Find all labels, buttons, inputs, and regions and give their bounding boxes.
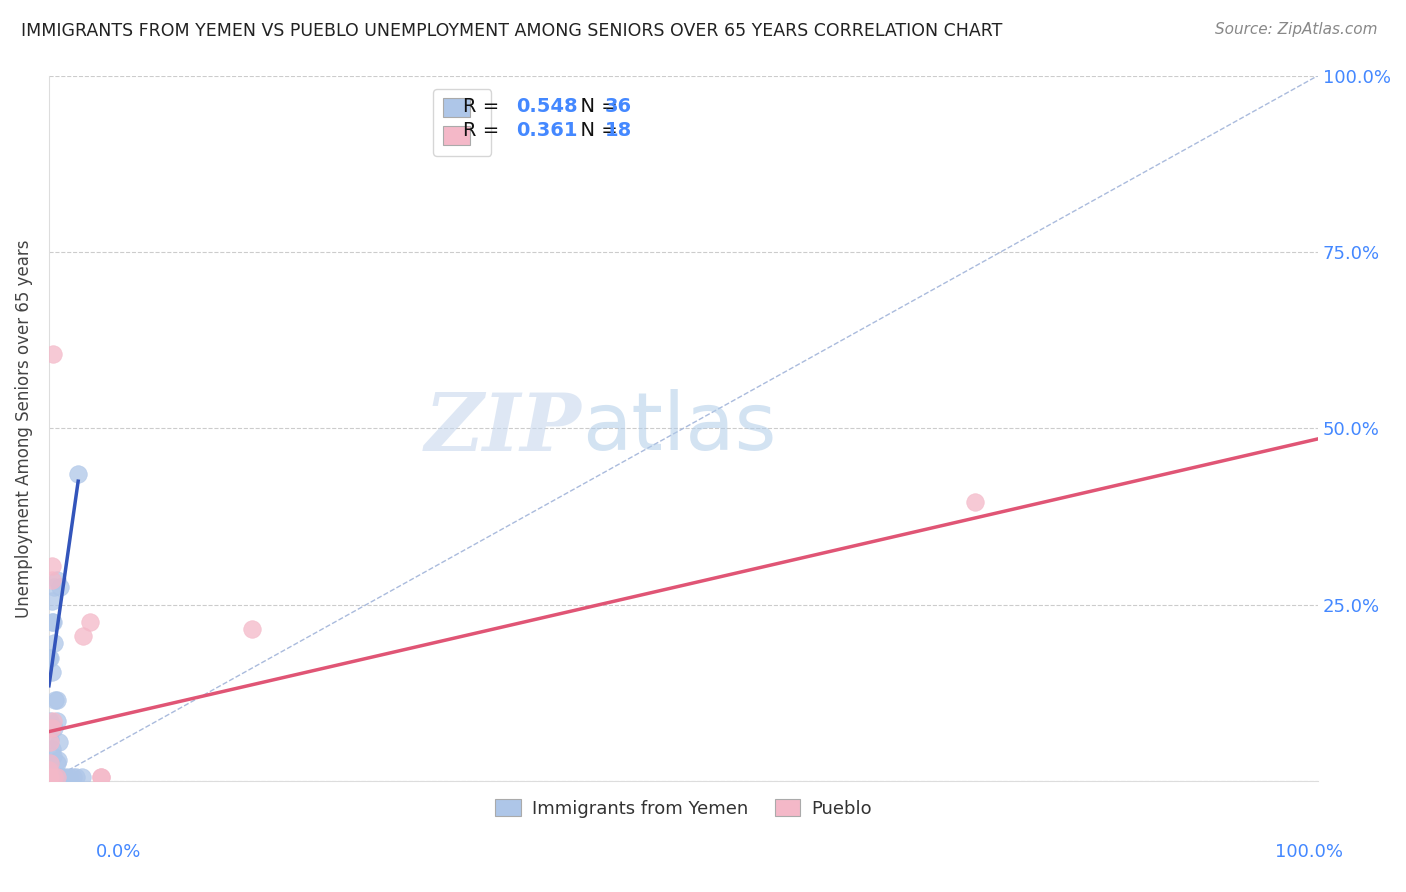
- Point: [55, 771, 77, 785]
- Point: [38, 771, 60, 785]
- Point: [51, 771, 73, 785]
- Point: [42, 615, 65, 630]
- Point: [70, 771, 93, 785]
- Point: [41, 558, 63, 573]
- Point: [38, 650, 60, 665]
- Point: [41, 573, 63, 587]
- Text: Source: ZipAtlas.com: Source: ZipAtlas.com: [1215, 22, 1378, 37]
- Point: [45, 756, 67, 771]
- Point: [38, 771, 60, 785]
- Text: N =: N =: [568, 121, 624, 140]
- Legend: Immigrants from Yemen, Pueblo: Immigrants from Yemen, Pueblo: [488, 791, 879, 825]
- Text: 100.0%: 100.0%: [1275, 843, 1343, 861]
- Point: [45, 573, 67, 587]
- Point: [72, 629, 94, 643]
- Point: [44, 771, 66, 785]
- Point: [39, 756, 62, 771]
- Point: [42, 771, 65, 785]
- Text: 0.361: 0.361: [516, 121, 578, 140]
- Text: ZIP: ZIP: [425, 390, 582, 467]
- Point: [90, 771, 112, 785]
- Point: [42, 771, 65, 785]
- Point: [41, 594, 63, 608]
- Point: [49, 771, 72, 785]
- Text: IMMIGRANTS FROM YEMEN VS PUEBLO UNEMPLOYMENT AMONG SENIORS OVER 65 YEARS CORRELA: IMMIGRANTS FROM YEMEN VS PUEBLO UNEMPLOY…: [21, 22, 1002, 40]
- Point: [62, 771, 84, 785]
- Point: [38, 764, 60, 778]
- Point: [58, 771, 80, 785]
- Point: [39, 714, 62, 728]
- Point: [45, 714, 67, 728]
- Text: atlas: atlas: [582, 389, 776, 467]
- Y-axis label: Unemployment Among Seniors over 65 years: Unemployment Among Seniors over 65 years: [15, 239, 32, 617]
- Point: [42, 580, 65, 594]
- Point: [39, 735, 62, 749]
- Point: [41, 721, 63, 735]
- Text: 18: 18: [605, 121, 633, 140]
- Point: [45, 771, 67, 785]
- Point: [42, 749, 65, 764]
- Point: [41, 771, 63, 785]
- Point: [42, 771, 65, 785]
- Text: R =: R =: [463, 121, 505, 140]
- Point: [39, 756, 62, 771]
- Point: [49, 580, 72, 594]
- Point: [42, 347, 65, 361]
- Point: [42, 721, 65, 735]
- Text: 0.548: 0.548: [516, 97, 578, 116]
- Point: [39, 771, 62, 785]
- Point: [46, 753, 69, 767]
- Point: [38, 764, 60, 778]
- Point: [41, 665, 63, 679]
- Text: 0.0%: 0.0%: [96, 843, 141, 861]
- Point: [67, 467, 90, 482]
- Point: [41, 742, 63, 756]
- Point: [39, 731, 62, 746]
- Text: 36: 36: [605, 97, 631, 116]
- Point: [42, 714, 65, 728]
- Point: [65, 771, 87, 785]
- Point: [42, 636, 65, 650]
- Point: [79, 615, 101, 630]
- Point: [39, 650, 62, 665]
- Point: [45, 693, 67, 707]
- Point: [90, 771, 112, 785]
- Text: N =: N =: [568, 97, 624, 116]
- Text: R =: R =: [463, 97, 505, 116]
- Point: [48, 735, 70, 749]
- Point: [44, 693, 66, 707]
- Point: [965, 495, 987, 509]
- Point: [41, 615, 63, 630]
- Point: [240, 623, 263, 637]
